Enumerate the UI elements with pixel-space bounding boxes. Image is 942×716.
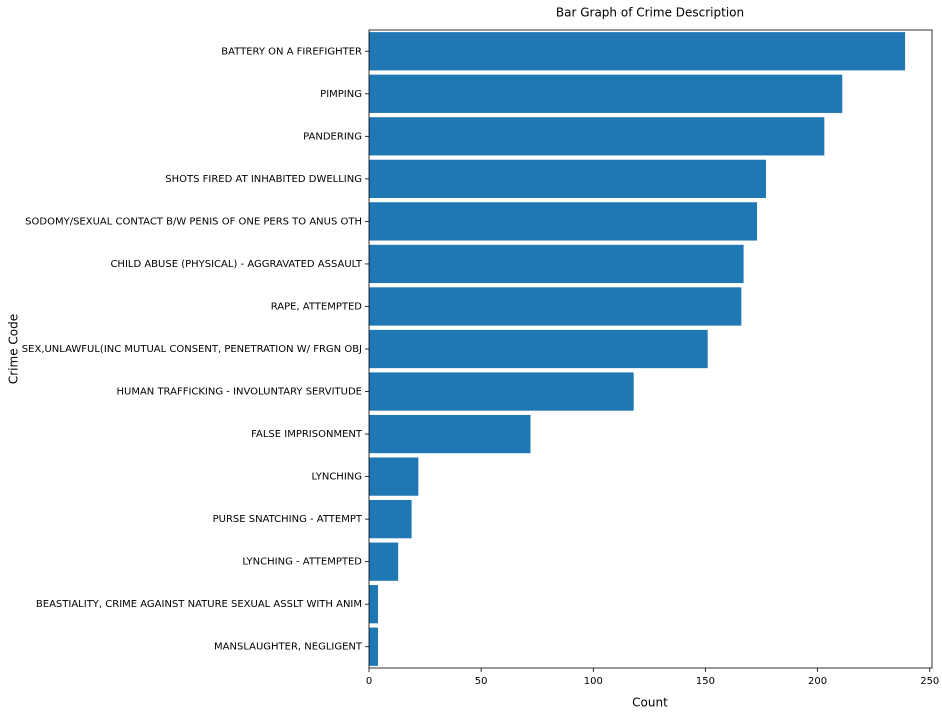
bar — [369, 244, 744, 284]
bar — [369, 329, 708, 369]
bar — [369, 457, 419, 496]
y-tick-label: SODOMY/SEXUAL CONTACT B/W PENIS OF ONE P… — [25, 216, 362, 227]
y-tick-label: BATTERY ON A FIREFIGHTER — [221, 46, 362, 57]
bar — [369, 159, 767, 199]
x-tick-label: 0 — [366, 676, 372, 687]
y-tick-label: BEASTIALITY, CRIME AGAINST NATURE SEXUAL… — [36, 599, 362, 610]
bar — [369, 585, 378, 624]
bar — [369, 414, 531, 454]
bar — [369, 202, 758, 241]
y-tick-label: CHILD ABUSE (PHYSICAL) - AGGRAVATED ASSA… — [110, 259, 362, 270]
x-tick-label: 50 — [475, 676, 488, 687]
bar — [369, 372, 634, 411]
bar — [369, 542, 399, 581]
y-tick-label: PANDERING — [303, 131, 362, 142]
y-tick-label: MANSLAUGHTER, NEGLIGENT — [214, 642, 363, 653]
plot-frame — [368, 29, 933, 669]
bar — [369, 499, 412, 539]
y-tick-label: LYNCHING — [311, 472, 362, 483]
y-tick-label: HUMAN TRAFFICKING - INVOLUNTARY SERVITUD… — [116, 387, 362, 398]
bar — [369, 287, 742, 326]
bar — [369, 74, 843, 113]
x-tick-label: 250 — [920, 676, 939, 687]
x-tick-label: 200 — [808, 676, 827, 687]
x-tick-label: 150 — [696, 676, 715, 687]
y-tick-label: SEX,UNLAWFUL(INC MUTUAL CONSENT, PENETRA… — [22, 344, 362, 355]
chart-title: Bar Graph of Crime Description — [556, 6, 744, 20]
y-tick-label: LYNCHING - ATTEMPTED — [242, 557, 362, 568]
x-axis-label: Count — [632, 696, 668, 710]
y-axis-label: Crime Code — [7, 314, 21, 384]
bar — [369, 32, 906, 71]
y-tick-label: FALSE IMPRISONMENT — [251, 429, 363, 440]
y-tick-label: RAPE, ATTEMPTED — [271, 301, 363, 312]
y-tick-label: PIMPING — [320, 89, 362, 100]
bar — [369, 627, 378, 666]
x-tick-label: 100 — [584, 676, 603, 687]
y-tick-label: SHOTS FIRED AT INHABITED DWELLING — [165, 174, 362, 185]
y-tick-label: PURSE SNATCHING - ATTEMPT — [213, 514, 363, 525]
bar — [369, 117, 825, 156]
